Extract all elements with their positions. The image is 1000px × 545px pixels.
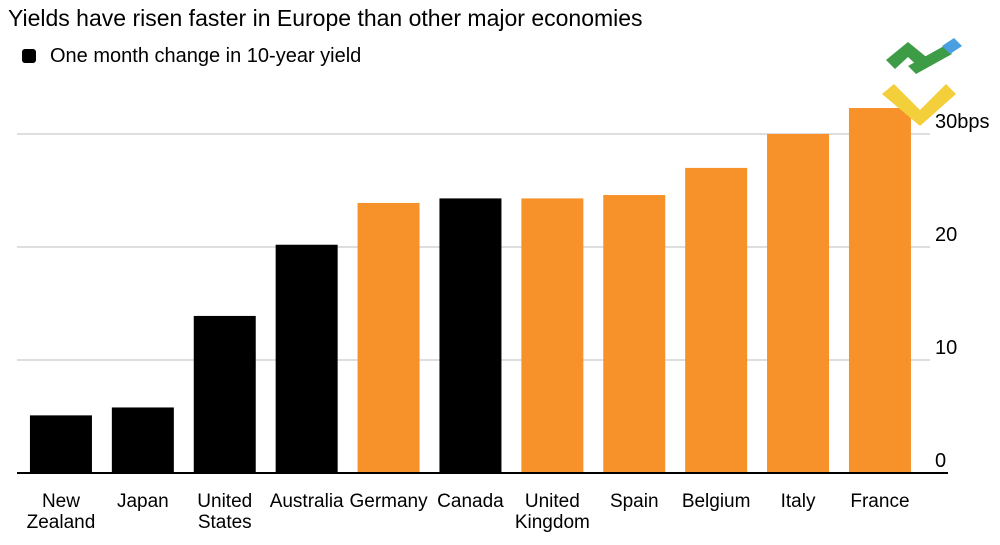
x-tick-label: States	[198, 512, 252, 533]
green-yellow-blue-logo-icon	[882, 38, 962, 126]
y-tick-label: 0	[935, 450, 946, 472]
bar	[521, 198, 584, 473]
y-tick-label: 20	[935, 224, 957, 246]
x-tick-label: Zealand	[27, 512, 96, 533]
x-tick-label: France	[850, 491, 909, 512]
x-tick-label: United	[525, 491, 580, 512]
x-tick-label: Japan	[117, 491, 169, 512]
x-tick-label: Belgium	[682, 491, 751, 512]
bar	[357, 202, 420, 473]
bar	[848, 108, 911, 473]
legend-swatch	[22, 49, 36, 63]
x-tick-label: Kingdom	[515, 512, 590, 533]
y-tick-label: 10	[935, 337, 957, 359]
x-tick-label: Germany	[349, 491, 428, 512]
x-tick-label: Italy	[781, 491, 816, 512]
bar	[767, 134, 830, 473]
legend: One month change in 10-year yield	[22, 43, 361, 69]
x-tick-label: Australia	[270, 491, 344, 512]
x-tick-label: Canada	[437, 491, 504, 512]
bar	[685, 167, 748, 473]
legend-label: One month change in 10-year yield	[50, 45, 362, 67]
bar	[193, 315, 256, 473]
bar	[275, 244, 338, 473]
chart-title: Yields have risen faster in Europe than …	[8, 5, 643, 31]
bars	[29, 108, 911, 473]
bar	[111, 407, 174, 473]
bar	[439, 198, 502, 473]
x-tick-label: United	[197, 491, 252, 512]
x-tick-label: Spain	[610, 491, 659, 512]
bar	[603, 195, 666, 473]
x-tick-label: New	[42, 491, 80, 512]
bar	[29, 415, 92, 473]
y-tick-label: 30bps	[935, 111, 990, 133]
